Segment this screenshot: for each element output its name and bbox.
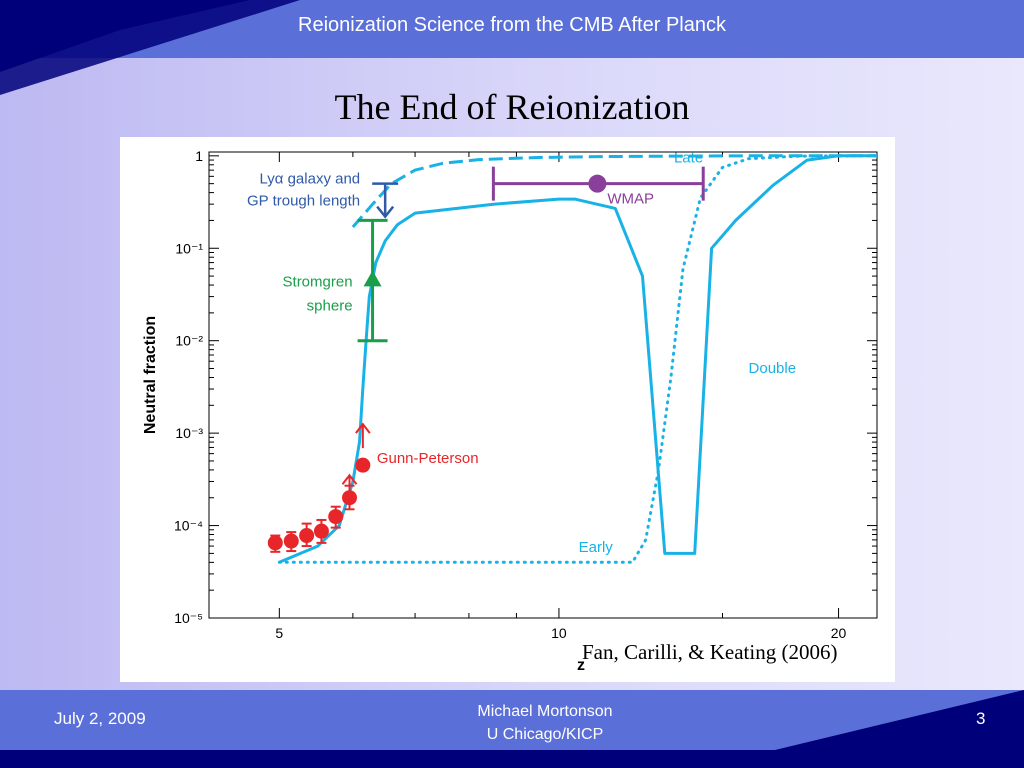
presentation-title: Reionization Science from the CMB After … bbox=[298, 14, 726, 36]
gp-data-point bbox=[328, 509, 344, 525]
series-label-late: Late bbox=[674, 149, 703, 166]
y-tick-label: 1 bbox=[195, 148, 203, 164]
x-tick-label: 20 bbox=[831, 625, 847, 641]
wmap-label: WMAP bbox=[607, 191, 654, 208]
lya-label-line1: Lyα galaxy and bbox=[259, 171, 360, 188]
gp-data-point bbox=[283, 533, 299, 549]
y-tick-label: 10⁻⁴ bbox=[174, 518, 203, 534]
gp-data-point bbox=[313, 523, 329, 539]
lya-arrow-head bbox=[376, 205, 395, 219]
gp-data-point bbox=[267, 535, 283, 551]
gp-arrow-head bbox=[355, 422, 371, 434]
footer-author-name: Michael Mortonson bbox=[477, 703, 613, 720]
series-label-early: Early bbox=[579, 539, 614, 556]
lya-label-line2: GP trough length bbox=[247, 193, 360, 210]
y-tick-label: 10⁻³ bbox=[175, 425, 203, 441]
figure-citation: Fan, Carilli, & Keating (2006) bbox=[582, 640, 838, 664]
gp-arrow-head bbox=[341, 473, 358, 485]
stromgren-label-line1: Stromgren bbox=[283, 273, 353, 290]
plot-frame bbox=[208, 151, 878, 619]
footer-date: July 2, 2009 bbox=[54, 709, 146, 728]
footer-author: Michael Mortonson U Chicago/KICP bbox=[380, 700, 710, 746]
page-number: 3 bbox=[976, 709, 986, 728]
slide-title: The End of Reionization bbox=[334, 87, 690, 127]
series-line-double bbox=[278, 154, 877, 564]
figure-panel: 5 10 20 1 10⁻¹ 10⁻² 10⁻³ 10⁻⁴ 10⁻⁵ z Neutral fract… bbox=[120, 137, 895, 682]
stromgren-label-line2: sphere bbox=[307, 297, 353, 314]
y-tick-label: 10⁻⁵ bbox=[174, 610, 203, 626]
neutral-fraction-chart: 5 10 20 1 10⁻¹ 10⁻² 10⁻³ 10⁻⁴ 10⁻⁵ z Neutral fract… bbox=[142, 148, 879, 674]
footer-author-affiliation: U Chicago/KICP bbox=[486, 726, 604, 743]
y-tick-label: 10⁻¹ bbox=[175, 240, 203, 256]
x-axis-label: z bbox=[577, 657, 585, 674]
y-axis-label: Neutral fraction bbox=[142, 316, 159, 434]
x-tick-label: 10 bbox=[551, 625, 567, 641]
stromgren-marker bbox=[363, 270, 382, 287]
gp-data-point bbox=[355, 457, 371, 473]
gp-data-point bbox=[299, 528, 315, 544]
wmap-marker bbox=[588, 174, 607, 193]
x-tick-label: 5 bbox=[275, 625, 283, 641]
gunn-peterson-label: Gunn-Peterson bbox=[377, 450, 479, 467]
series-line-early bbox=[277, 154, 879, 564]
series-label-double: Double bbox=[749, 360, 797, 377]
y-tick-label: 10⁻² bbox=[175, 333, 203, 349]
